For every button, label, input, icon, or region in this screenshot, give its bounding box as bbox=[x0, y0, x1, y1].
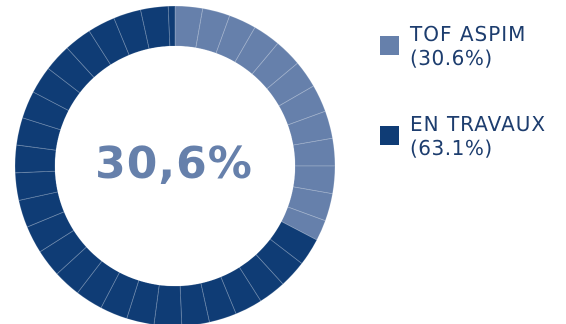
legend-value-en-travaux: (63.1%) bbox=[410, 136, 493, 160]
donut-hole bbox=[55, 46, 295, 286]
legend: TOF ASPIM (30.6%) EN TRAVAUX (63.1%) bbox=[380, 22, 566, 202]
legend-swatch-tof-aspim bbox=[380, 36, 399, 55]
legend-label-tof-aspim: TOF ASPIM bbox=[410, 22, 527, 46]
donut-chart: 30,6% bbox=[14, 5, 336, 324]
legend-item-en-travaux: EN TRAVAUX (63.1%) bbox=[380, 112, 566, 174]
donut-svg bbox=[14, 5, 336, 324]
legend-value-tof-aspim: (30.6%) bbox=[410, 46, 493, 70]
center-label: 30,6% bbox=[95, 137, 253, 189]
legend-label-en-travaux: EN TRAVAUX bbox=[410, 112, 547, 136]
legend-swatch-en-travaux bbox=[380, 126, 399, 145]
legend-item-tof-aspim: TOF ASPIM (30.6%) bbox=[380, 22, 566, 84]
